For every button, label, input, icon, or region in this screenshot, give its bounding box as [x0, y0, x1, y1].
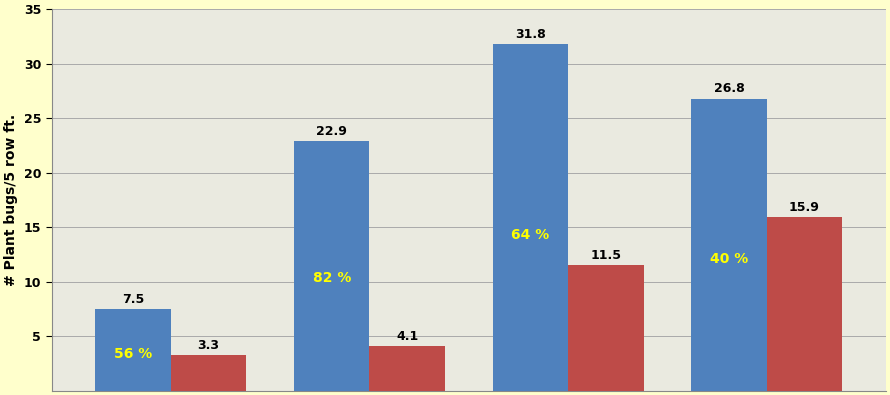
Text: 11.5: 11.5	[590, 249, 621, 262]
Text: 7.5: 7.5	[122, 293, 144, 306]
Bar	[766, 218, 842, 391]
Text: 22.9: 22.9	[316, 125, 347, 138]
Text: 31.8: 31.8	[515, 28, 546, 41]
Bar	[692, 99, 766, 391]
Text: 4.1: 4.1	[396, 330, 418, 343]
Text: 26.8: 26.8	[714, 82, 744, 95]
Text: 3.3: 3.3	[198, 339, 220, 352]
Text: 40 %: 40 %	[710, 252, 748, 266]
Bar	[171, 355, 247, 391]
Bar	[95, 309, 171, 391]
Bar	[568, 265, 643, 391]
Text: 64 %: 64 %	[511, 228, 549, 242]
Text: 56 %: 56 %	[114, 347, 152, 361]
Text: 15.9: 15.9	[789, 201, 820, 214]
Text: 82 %: 82 %	[312, 271, 351, 286]
Bar	[492, 44, 568, 391]
Bar	[369, 346, 445, 391]
Bar	[294, 141, 369, 391]
Y-axis label: # Plant bugs/5 row ft.: # Plant bugs/5 row ft.	[4, 114, 18, 286]
